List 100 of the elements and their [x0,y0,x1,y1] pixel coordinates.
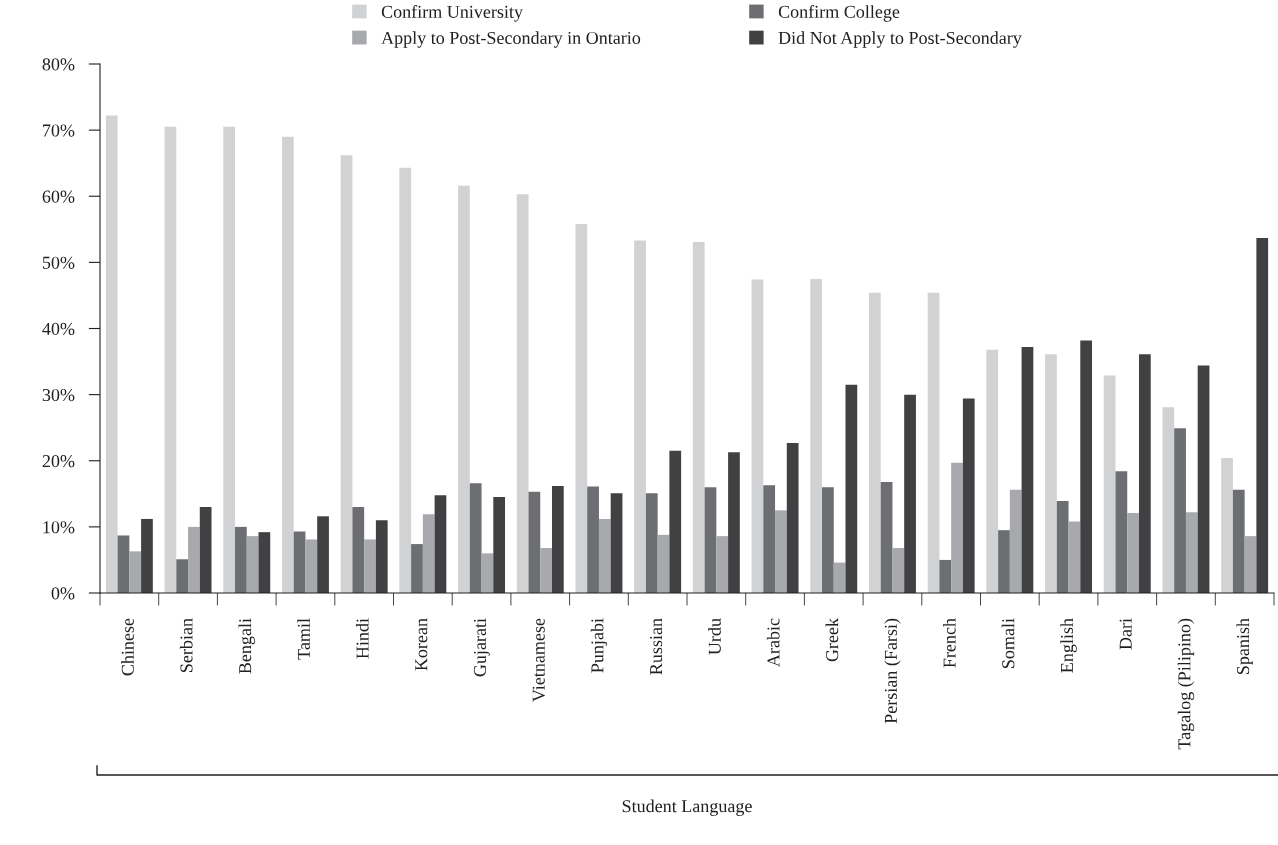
bar [1256,237,1269,593]
bar [223,126,236,593]
legend-label: Apply to Post-Secondary in Ontario [381,31,641,48]
y-tick-label: 10% [43,521,75,534]
bar [962,398,975,593]
bar [598,518,611,593]
bar [1021,347,1034,593]
bar [528,491,541,593]
bar [399,167,412,593]
bar [352,507,365,593]
x-tick-label: Dari [1119,618,1132,650]
x-tick-label: Greek [825,618,839,662]
bar [822,487,834,593]
bar [728,452,740,593]
bar [422,514,435,593]
y-tick-label: 40% [42,322,75,335]
bar [986,349,999,593]
bar [716,536,729,593]
x-tick-label: French [942,618,956,668]
bar [317,516,329,593]
x-tick-label: Punjabi [590,618,608,673]
bar [375,520,388,593]
legend-label: Confirm University [381,5,523,22]
bar [364,539,376,593]
y-tick-label: 80% [42,58,75,71]
bar [188,526,200,593]
bar [669,450,682,593]
x-tick-label: Tagalog (Pilipino) [1177,618,1195,750]
bar [340,155,353,593]
bar [927,292,940,593]
bar [469,483,482,593]
bar [939,559,952,593]
bar [892,548,905,593]
bar [1068,521,1081,593]
bar [1009,489,1022,593]
bar [657,534,670,593]
bar [1103,375,1116,593]
bar [610,493,623,593]
bar [105,115,118,593]
bar [516,194,529,593]
bar [199,507,212,593]
bar [434,495,447,593]
bar [481,553,494,593]
bar [763,485,776,593]
bar [540,548,552,593]
bar [1244,536,1257,593]
bar [692,241,705,593]
bar [951,462,963,593]
bar [868,292,881,593]
bar [810,278,823,593]
bar [293,531,306,593]
bar [411,544,423,593]
bar [704,487,717,593]
x-tick-label: Tamil [297,618,310,660]
bar [904,394,916,593]
bar [1115,471,1128,593]
y-tick-label: 60% [42,190,75,203]
bar [281,136,294,593]
bar [1056,501,1069,593]
x-tick-label: Serbian [179,618,193,672]
bar [775,510,787,593]
bar [258,532,271,593]
bar [493,497,506,593]
x-tick-label: Arabic [766,618,780,667]
x-tick-label: Somali [1001,618,1015,668]
y-tick-label: 50% [42,256,75,269]
bar [1232,489,1245,593]
bar [1185,512,1198,593]
x-tick-label: Spanish [1236,618,1253,674]
y-tick-label: 0% [51,587,75,600]
bar [575,224,588,593]
bar [117,535,130,593]
bar [129,551,142,593]
x-tick-label: Gujarati [473,618,490,677]
bar [551,485,564,593]
bar [845,384,858,593]
x-tick-label: Russian [650,618,663,675]
bar [164,126,177,593]
bar [1138,354,1151,593]
bar [1221,458,1233,593]
bar [1174,428,1186,593]
x-tick-label: Persian (Farsi) [884,618,901,724]
x-axis-title: Student Language [622,799,752,816]
bar [305,539,318,593]
x-tick-label: Urdu [708,618,721,655]
bar [1162,407,1175,593]
y-tick-label: 70% [43,124,75,137]
x-tick-label: English [1060,618,1077,673]
x-tick-label: Hindi [355,618,369,659]
bar [880,481,893,593]
bar [1080,340,1093,593]
bar [998,530,1010,593]
bar [458,185,470,593]
legend-label: Confirm College [778,5,900,22]
bar [1197,365,1210,593]
bar [141,518,153,593]
bar [786,442,799,593]
x-tick-label: Korean [415,618,428,671]
y-tick-label: 20% [42,455,75,468]
bar [1045,354,1057,593]
